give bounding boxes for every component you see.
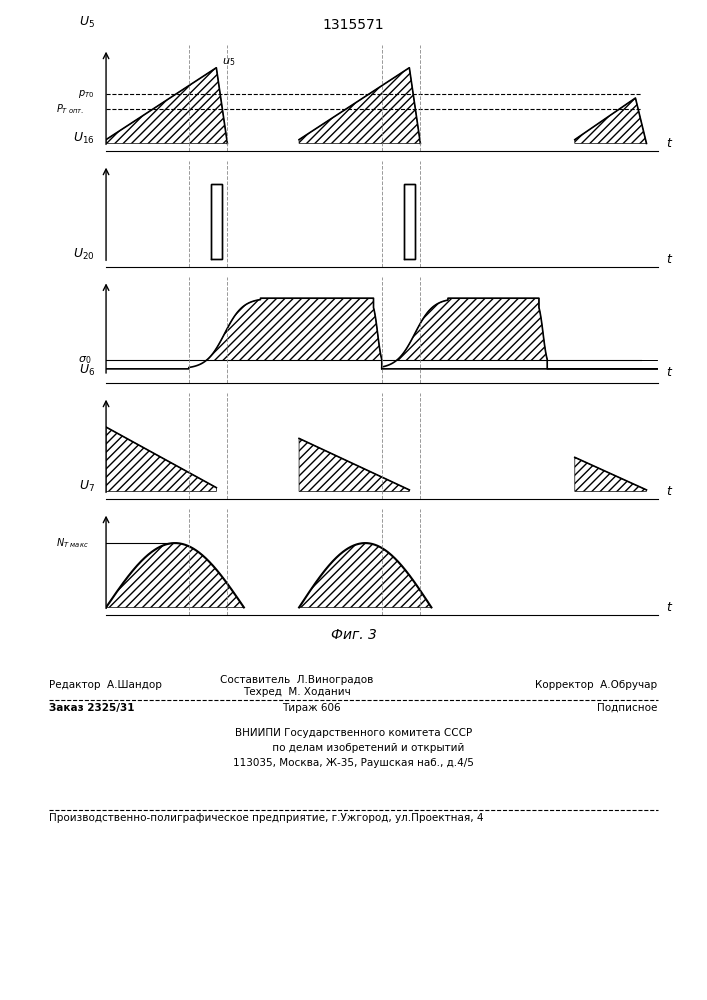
Text: $U_6$: $U_6$: [79, 363, 95, 378]
Polygon shape: [299, 438, 409, 491]
Polygon shape: [299, 68, 421, 143]
Text: Подписное: Подписное: [597, 703, 658, 713]
Polygon shape: [404, 184, 415, 259]
Text: Тираж 606: Тираж 606: [282, 703, 340, 713]
Text: Корректор  А.Обручар: Корректор А.Обручар: [535, 680, 658, 690]
Text: Производственно-полиграфическое предприятие, г.Ужгород, ул.Проектная, 4: Производственно-полиграфическое предприя…: [49, 813, 484, 823]
Polygon shape: [106, 298, 658, 360]
Text: Редактор  А.Шандор: Редактор А.Шандор: [49, 680, 163, 690]
Text: $U_{20}$: $U_{20}$: [74, 247, 95, 262]
Text: Заказ 2325/31: Заказ 2325/31: [49, 703, 135, 713]
Text: 1315571: 1315571: [322, 18, 385, 32]
Text: $t$: $t$: [666, 485, 673, 498]
Polygon shape: [106, 427, 216, 491]
Text: $t$: $t$: [666, 253, 673, 266]
Text: $t$: $t$: [666, 366, 673, 379]
Text: ВНИИПИ Государственного комитета СССР: ВНИИПИ Государственного комитета СССР: [235, 728, 472, 738]
Polygon shape: [106, 543, 244, 607]
Text: $t$: $t$: [666, 137, 673, 150]
Polygon shape: [211, 184, 222, 259]
Text: $U_{16}$: $U_{16}$: [74, 131, 95, 146]
Text: $\sigma_0$: $\sigma_0$: [78, 354, 92, 366]
Text: Фиг. 3: Фиг. 3: [331, 628, 376, 642]
Polygon shape: [575, 457, 646, 491]
Text: Составитель  Л.Виноградов
Техред  М. Ходанич: Составитель Л.Виноградов Техред М. Ходан…: [221, 675, 373, 697]
Text: $P_{T\ опт.}$: $P_{T\ опт.}$: [57, 102, 85, 116]
Text: $t$: $t$: [666, 601, 673, 614]
Polygon shape: [106, 68, 228, 143]
Text: $p_{T0}$: $p_{T0}$: [78, 88, 95, 100]
Text: $U_7$: $U_7$: [79, 479, 95, 494]
Text: $U_5$: $U_5$: [79, 15, 95, 30]
Polygon shape: [299, 543, 431, 607]
Text: 113035, Москва, Ж-35, Раушская наб., д.4/5: 113035, Москва, Ж-35, Раушская наб., д.4…: [233, 758, 474, 768]
Text: $N_{T\ макс}$: $N_{T\ макс}$: [57, 536, 89, 550]
Text: $u_5$: $u_5$: [222, 56, 235, 68]
Polygon shape: [382, 298, 658, 360]
Text: по делам изобретений и открытий: по делам изобретений и открытий: [243, 743, 464, 753]
Polygon shape: [575, 98, 646, 143]
